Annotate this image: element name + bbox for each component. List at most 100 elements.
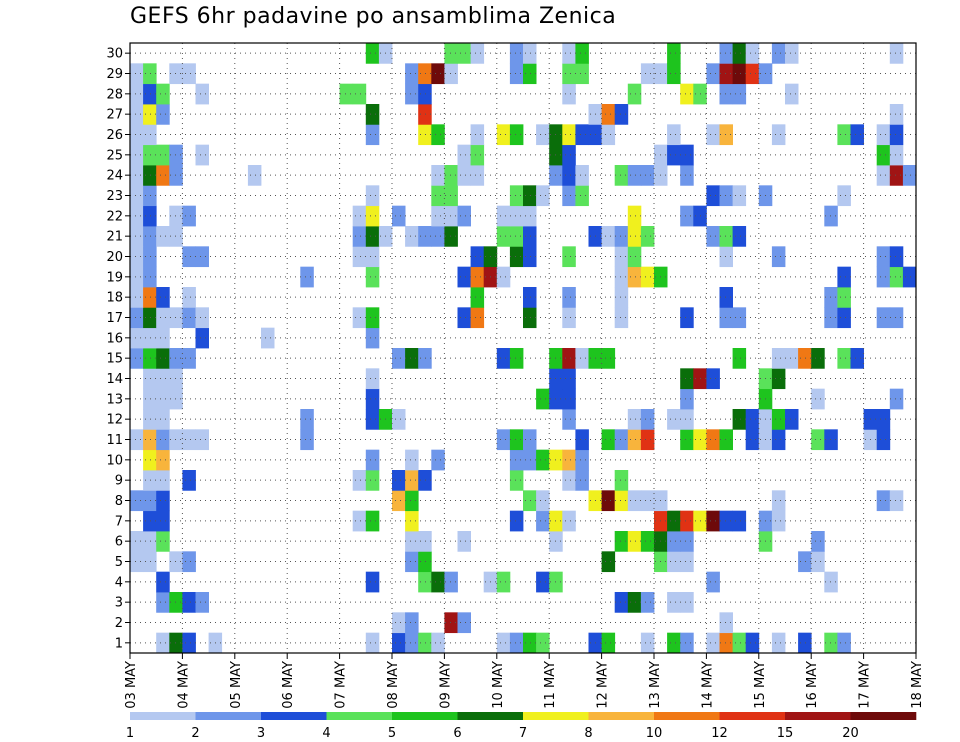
heatmap-cell <box>405 531 419 552</box>
heatmap-cell <box>365 307 380 329</box>
heatmap-cell <box>431 165 445 186</box>
heatmap-cell <box>614 470 629 491</box>
heatmap-cell <box>680 510 694 532</box>
heatmap-cell <box>130 551 144 573</box>
heatmap-cell <box>680 83 694 105</box>
heatmap-cell <box>182 307 196 329</box>
heatmap-cell <box>418 348 432 369</box>
heatmap-cell <box>798 348 812 369</box>
x-tick-label: 11 MAY <box>543 661 558 709</box>
colorbar-swatch <box>588 712 655 720</box>
heatmap-cell <box>667 510 681 532</box>
heatmap-cell <box>130 307 144 329</box>
heatmap-cell <box>182 205 196 227</box>
heatmap-cell <box>889 307 904 329</box>
y-tick-label: 22 <box>106 209 123 224</box>
heatmap-cell <box>562 348 576 369</box>
heatmap-cell <box>824 205 838 227</box>
x-tick-label: 04 MAY <box>176 661 191 709</box>
heatmap-cell <box>143 388 157 410</box>
heatmap-cell <box>470 124 485 146</box>
heatmap-cell <box>667 124 681 146</box>
heatmap-cell <box>811 531 825 552</box>
heatmap-cell <box>771 348 786 369</box>
heatmap-cell <box>130 165 144 186</box>
heatmap-cell <box>562 368 576 390</box>
heatmap-cell <box>143 551 157 573</box>
heatmap-cell <box>169 388 183 410</box>
heatmap-cell <box>169 592 183 613</box>
colorbar-label: 6 <box>453 726 461 741</box>
heatmap-cell <box>156 409 170 430</box>
heatmap-cell <box>195 327 209 349</box>
heatmap-cell <box>732 43 747 64</box>
heatmap-cell <box>143 470 157 491</box>
heatmap-cell <box>523 632 537 654</box>
x-tick-label: 15 MAY <box>753 661 768 709</box>
heatmap-cell <box>575 470 589 491</box>
colorbar-swatch <box>719 712 786 720</box>
heatmap-cell <box>405 632 419 654</box>
x-tick-label: 10 MAY <box>491 661 506 709</box>
heatmap-cell <box>719 307 733 329</box>
heatmap-cell <box>130 104 144 125</box>
heatmap-cell <box>339 83 354 105</box>
heatmap-cell <box>457 165 471 186</box>
heatmap-cell <box>457 612 471 634</box>
heatmap-cell <box>562 307 576 329</box>
y-tick-label: 10 <box>106 453 123 468</box>
heatmap-cell <box>195 307 209 329</box>
heatmap-cell <box>444 63 458 85</box>
heatmap-cell <box>156 226 170 247</box>
heatmap-cell <box>601 124 616 146</box>
heatmap-cell <box>405 63 419 85</box>
plot-frame <box>129 42 917 654</box>
heatmap-cell <box>667 43 681 64</box>
heatmap-cell <box>575 63 589 85</box>
heatmap-cell <box>732 348 747 369</box>
heatmap-cell <box>470 144 485 166</box>
heatmap-cell <box>365 327 380 349</box>
y-tick-label: 9 <box>115 474 123 489</box>
heatmap-cell <box>130 63 144 85</box>
heatmap-cell <box>680 429 694 451</box>
heatmap-cell <box>680 307 694 329</box>
heatmap-cell <box>365 205 380 227</box>
y-tick-label: 7 <box>115 514 123 529</box>
heatmap-cell <box>824 429 838 451</box>
heatmap-cell <box>143 348 157 369</box>
heatmap-cell <box>509 470 524 491</box>
heatmap-cell <box>130 205 144 227</box>
heatmap-cell <box>418 226 432 247</box>
heatmap-cell <box>876 246 891 268</box>
heatmap-cell <box>562 43 576 64</box>
heatmap-cell <box>300 266 314 288</box>
heatmap-cell <box>143 449 157 471</box>
heatmap-cell <box>876 165 891 186</box>
heatmap-cell <box>640 490 655 512</box>
heatmap-cell <box>824 571 838 593</box>
heatmap-cell <box>182 348 196 369</box>
heatmap-cell <box>811 348 825 369</box>
y-tick-label: 5 <box>115 555 123 570</box>
heatmap-cell <box>614 266 629 288</box>
heatmap-cell <box>562 63 576 85</box>
heatmap-cell <box>130 348 144 369</box>
heatmap-cell <box>614 307 629 329</box>
heatmap-cell <box>889 490 904 512</box>
heatmap-cell <box>509 226 524 247</box>
heatmap-cell <box>536 632 550 654</box>
heatmap-cell <box>496 429 511 451</box>
heatmap-cell <box>169 429 183 451</box>
heatmap-cell <box>837 348 851 369</box>
heatmap-cell <box>771 490 786 512</box>
heatmap-cell <box>195 144 209 166</box>
heatmap-cell <box>889 388 904 410</box>
heatmap-cell <box>392 205 406 227</box>
heatmap-cell <box>771 43 786 64</box>
heatmap-cell <box>431 124 445 146</box>
heatmap-cell <box>575 429 589 451</box>
heatmap-cell <box>470 266 485 288</box>
heatmap-cell <box>182 632 196 654</box>
heatmap-cell <box>496 205 511 227</box>
